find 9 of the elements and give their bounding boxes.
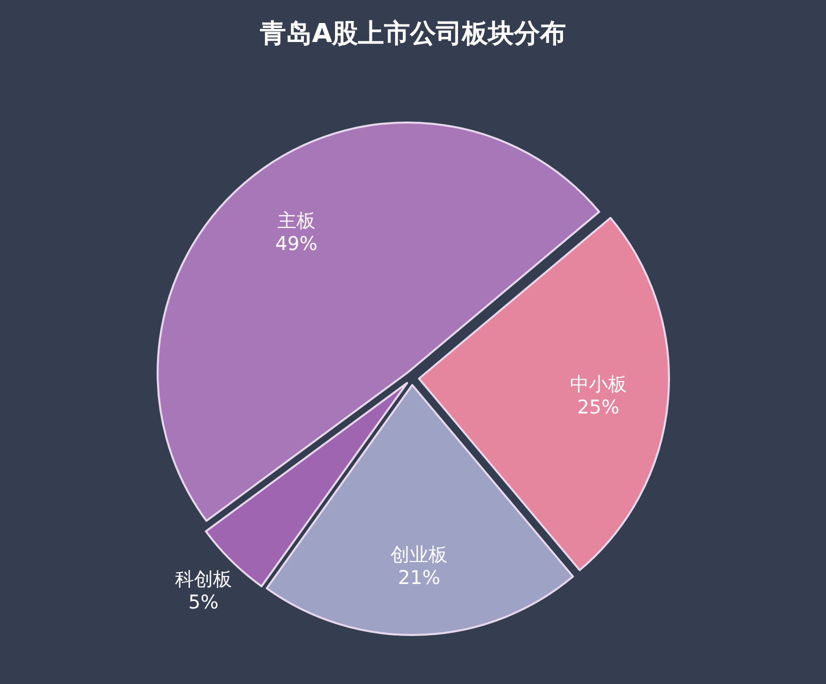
slice-label: 科创板 (174, 568, 232, 590)
data-label: 25% (577, 396, 620, 418)
slice-label: 中小板 (570, 373, 627, 396)
data-label: 21% (398, 566, 440, 589)
data-label: 49% (275, 233, 318, 256)
slice-label: 创业板 (390, 544, 448, 566)
slice-label: 主板 (277, 210, 316, 232)
data-label: 5% (188, 591, 219, 614)
chart-title: 青岛A股上市公司板块分布 (258, 19, 566, 49)
